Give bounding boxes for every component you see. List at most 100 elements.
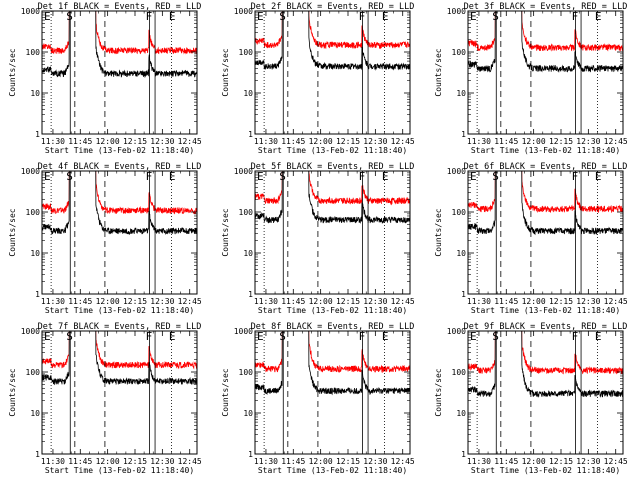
- s-marker-label: S: [492, 170, 499, 183]
- e-marker-label: E: [257, 330, 264, 343]
- x-tick-label: 12:15: [123, 137, 147, 146]
- x-tick-label: 12:45: [391, 137, 415, 146]
- s-marker-label: S: [492, 10, 499, 23]
- x-tick-label: 12:00: [522, 297, 546, 306]
- f-marker-label: F: [572, 330, 579, 343]
- x-tick-label: 11:30: [254, 457, 278, 466]
- plot-frame: [467, 330, 624, 455]
- x-tick-label: 12:30: [363, 457, 387, 466]
- y-tick-label: 1000: [234, 327, 253, 336]
- x-tick-label: 12:30: [150, 457, 174, 466]
- y-tick-label: 10: [243, 409, 253, 418]
- f-marker-label: F: [146, 10, 153, 23]
- x-tick-label: 11:30: [41, 297, 65, 306]
- f-marker-label: F: [146, 170, 153, 183]
- x-axis-label: Start Time (13-Feb-02 11:18:40): [258, 146, 407, 155]
- plot-frame: [467, 10, 624, 135]
- x-tick-label: 12:30: [150, 297, 174, 306]
- s-marker-label: S: [66, 330, 73, 343]
- e-marker-label: E: [595, 170, 602, 183]
- lld-line: [42, 331, 197, 370]
- x-axis-label: Start Time (13-Feb-02 11:18:40): [45, 466, 194, 475]
- detector-panel-3: Det 3f BLACK = Events, RED = LLD E S F E 1 10 1…: [426, 0, 639, 160]
- y-axis-label: Counts/sec: [221, 208, 230, 256]
- y-axis-label: Counts/sec: [221, 48, 230, 96]
- detector-panel-9: Det 9f BLACK = Events, RED = LLD E S F E 1 10 1…: [426, 320, 639, 480]
- y-tick-label: 1: [35, 130, 40, 139]
- lld-line: [255, 171, 410, 206]
- y-tick-label: 1000: [21, 327, 40, 336]
- e-marker-label: E: [169, 330, 176, 343]
- y-tick-label: 100: [26, 208, 41, 217]
- x-tick-label: 11:45: [68, 457, 92, 466]
- x-axis-label: Start Time (13-Feb-02 11:18:40): [471, 146, 620, 155]
- detector-panel-1: Det 1f BLACK = Events, RED = LLD E S F E 1 10 1…: [0, 0, 213, 160]
- events-line: [468, 171, 623, 236]
- x-tick-label: 12:30: [363, 297, 387, 306]
- y-axis-label: Counts/sec: [8, 208, 17, 256]
- detector-panel-2: Det 2f BLACK = Events, RED = LLD E S F E 1 10 1…: [213, 0, 426, 160]
- x-tick-label: 11:45: [494, 457, 518, 466]
- e-marker-label: E: [595, 10, 602, 23]
- x-tick-label: 11:45: [281, 457, 305, 466]
- s-marker-label: S: [492, 330, 499, 343]
- f-marker-label: F: [359, 10, 366, 23]
- y-tick-label: 1000: [21, 7, 40, 16]
- y-axis-label: Counts/sec: [8, 48, 17, 96]
- x-tick-label: 11:30: [41, 457, 65, 466]
- y-tick-label: 1: [461, 290, 466, 299]
- detector-panel-5: Det 5f BLACK = Events, RED = LLD E S F E 1 10 1…: [213, 160, 426, 320]
- x-axis-label: Start Time (13-Feb-02 11:18:40): [258, 466, 407, 475]
- s-marker-label: S: [279, 170, 286, 183]
- panel-title: Det 1f BLACK = Events, RED = LLD: [38, 2, 202, 12]
- detector-panel-4: Det 4f BLACK = Events, RED = LLD E S F E 1 10 1…: [0, 160, 213, 320]
- y-axis-label: Counts/sec: [221, 368, 230, 416]
- f-marker-label: F: [359, 170, 366, 183]
- x-tick-label: 12:45: [178, 457, 202, 466]
- x-tick-label: 11:30: [254, 137, 278, 146]
- plot-frame: [41, 330, 198, 455]
- f-marker-label: F: [146, 330, 153, 343]
- x-tick-label: 11:45: [68, 297, 92, 306]
- e-marker-label: E: [382, 330, 389, 343]
- detector-panel-8: Det 8f BLACK = Events, RED = LLD E S F E 1 10 1…: [213, 320, 426, 480]
- s-marker-label: S: [66, 10, 73, 23]
- x-tick-label: 12:00: [309, 137, 333, 146]
- marker-lines: [476, 11, 598, 134]
- y-tick-label: 10: [456, 249, 466, 258]
- y-tick-label: 1: [248, 130, 253, 139]
- plot-frame: [254, 170, 411, 295]
- x-tick-label: 12:15: [336, 457, 360, 466]
- x-tick-label: 12:45: [604, 137, 628, 146]
- f-marker-label: F: [572, 170, 579, 183]
- y-axis-label: Counts/sec: [434, 48, 443, 96]
- panel-title: Det 2f BLACK = Events, RED = LLD: [251, 2, 415, 12]
- marker-lines: [50, 331, 172, 454]
- x-tick-label: 12:15: [549, 457, 573, 466]
- y-tick-label: 1: [248, 290, 253, 299]
- x-axis-label: Start Time (13-Feb-02 11:18:40): [258, 306, 407, 315]
- y-tick-label: 10: [456, 89, 466, 98]
- lld-line: [42, 171, 197, 215]
- x-tick-label: 12:00: [96, 137, 120, 146]
- x-tick-label: 12:15: [336, 297, 360, 306]
- s-marker-label: S: [279, 10, 286, 23]
- marker-lines: [263, 11, 385, 134]
- detector-panel-6: Det 6f BLACK = Events, RED = LLD E S F E 1 10 1…: [426, 160, 639, 320]
- lld-line: [468, 11, 623, 52]
- x-tick-label: 11:30: [41, 137, 65, 146]
- y-tick-label: 10: [30, 89, 40, 98]
- plot-frame: [467, 170, 624, 295]
- x-tick-label: 12:45: [178, 137, 202, 146]
- x-axis-label: Start Time (13-Feb-02 11:18:40): [471, 466, 620, 475]
- y-tick-label: 1000: [21, 167, 40, 176]
- x-tick-label: 11:30: [467, 137, 491, 146]
- e-marker-label: E: [44, 170, 51, 183]
- plot-frame: [254, 10, 411, 135]
- y-tick-label: 1000: [447, 7, 466, 16]
